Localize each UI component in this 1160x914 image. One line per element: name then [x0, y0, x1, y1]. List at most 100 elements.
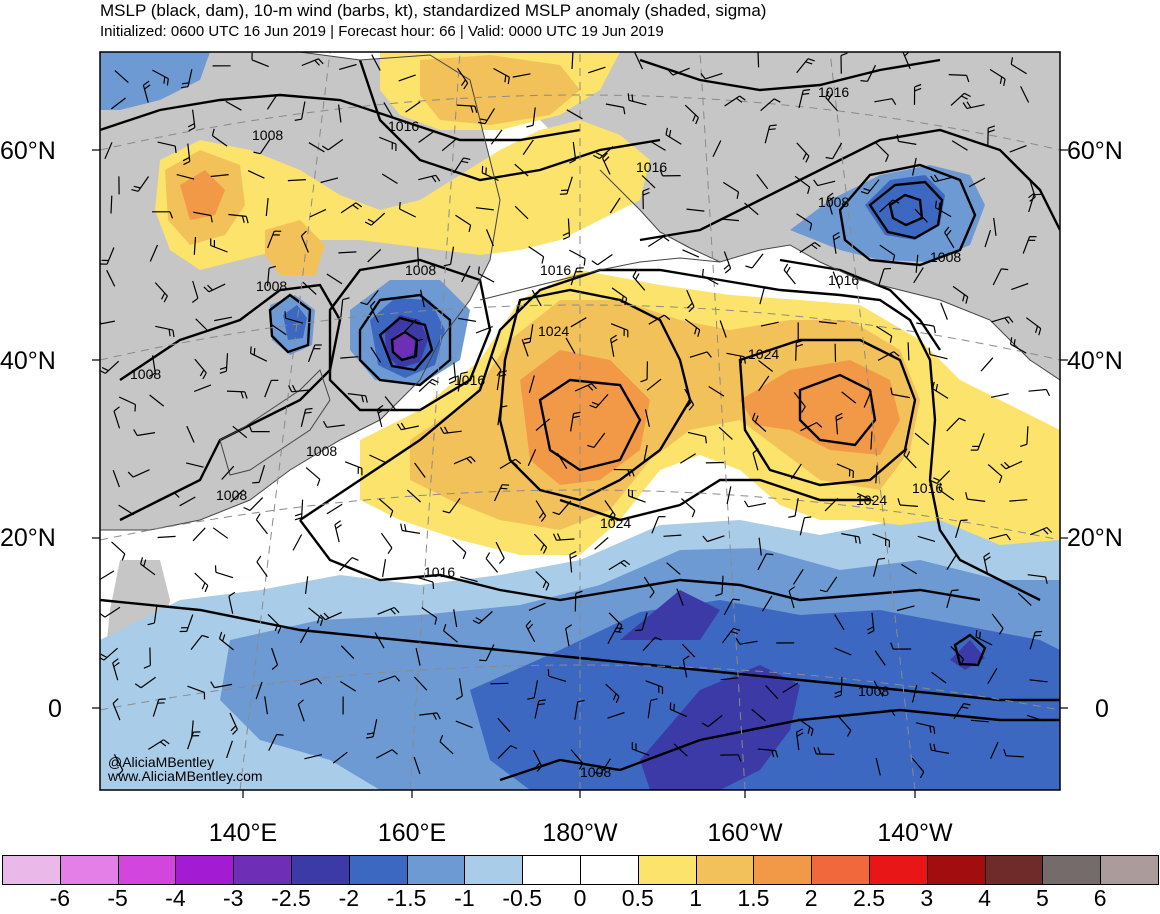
wind-barb-shaft: [856, 492, 874, 502]
wind-barb-shaft: [382, 559, 387, 577]
wind-barb-flag: [143, 559, 147, 567]
wind-barb-flag: [250, 346, 252, 354]
lat-label-60n-right: 60°N: [1067, 137, 1123, 165]
anomaly-pos-1: [410, 300, 920, 530]
wind-barb-flag: [591, 260, 598, 266]
lat-label-0-left: 0: [48, 695, 62, 723]
wind-barb-flag: [933, 743, 936, 752]
wind-barb-shaft: [226, 740, 233, 759]
wind-barb-shaft: [271, 324, 287, 336]
wind-barb-shaft: [212, 527, 229, 539]
wind-barb-flag: [573, 49, 580, 51]
grid-lat-60: [100, 94, 1060, 151]
wind-barb-shaft: [991, 316, 1009, 323]
contour-label: 1016: [828, 272, 859, 288]
wind-barb-shaft: [952, 285, 969, 298]
wind-barb-shaft: [225, 353, 229, 372]
wind-barb-shaft: [405, 101, 421, 113]
wind-barb-shaft: [1022, 236, 1031, 254]
wind-barb-flag: [211, 128, 215, 136]
wind-barb-shaft: [415, 576, 434, 583]
wind-barb-flag: [897, 498, 901, 506]
wind-barb-shaft: [604, 500, 616, 516]
wind-barb-shaft: [455, 214, 471, 226]
lat-label-0-right: 0: [1095, 695, 1109, 723]
wind-barb-shaft: [340, 356, 359, 359]
wind-barb-shaft: [256, 561, 268, 577]
wind-barb-flag: [616, 627, 624, 630]
wind-barb-shaft: [528, 246, 544, 258]
colorbar-label: -2: [338, 885, 360, 911]
wind-barb-flag: [810, 729, 814, 737]
wind-barb-flag: [316, 616, 321, 624]
wind-barb-flag: [825, 156, 833, 160]
wind-barb-flag: [1020, 443, 1028, 447]
lat-label-40n-left: 40°N: [0, 347, 56, 375]
wind-barb-flag: [369, 300, 376, 307]
contour-kamchatka-low-2: [378, 316, 434, 372]
wind-barb-shaft: [1025, 317, 1042, 329]
grid-lon-160w: [699, 52, 746, 790]
wind-barb-flag: [863, 187, 871, 192]
wind-barb-flag: [573, 411, 581, 415]
wind-barb-shaft: [299, 677, 318, 686]
colorbar-label: 5: [1035, 885, 1049, 911]
wind-barb-shaft: [152, 355, 156, 374]
wind-barb-shaft: [528, 602, 546, 611]
wind-barb-flag: [240, 391, 244, 399]
wind-barb-shaft: [214, 683, 233, 689]
wind-barb-flag: [462, 552, 467, 560]
wind-barb-flag: [587, 444, 595, 448]
wind-barb-shaft: [599, 146, 614, 160]
wind-barb-shaft: [879, 199, 894, 213]
wind-barb-shaft: [975, 636, 993, 646]
wind-barb-flag: [294, 118, 302, 121]
wind-barb-shaft: [605, 683, 620, 697]
wind-barb-shaft: [228, 213, 247, 217]
wind-barb-flag: [769, 124, 777, 127]
wind-barb-flag: [906, 451, 911, 458]
colorbar-label: 1.5: [737, 885, 770, 911]
wind-barb-shaft: [475, 326, 493, 334]
wind-barb-flag: [297, 699, 304, 705]
wind-barb-shaft: [720, 218, 739, 222]
wind-barb-shaft: [634, 52, 644, 70]
wind-barb-shaft: [682, 659, 688, 678]
wind-barb-flag: [442, 510, 450, 514]
wind-barb-shaft: [187, 731, 194, 750]
colorbar-label: -4: [165, 885, 186, 911]
wind-barb-shaft: [475, 207, 494, 211]
wind-barb-flag: [816, 422, 823, 428]
contour-label: 1008: [858, 683, 889, 699]
wind-barb-flag: [449, 380, 456, 385]
wind-barb-flag: [207, 284, 213, 291]
wind-barb-shaft: [594, 537, 609, 550]
wind-barb-shaft: [641, 612, 648, 631]
wind-barb-flag: [470, 456, 476, 463]
wind-barb-flag: [515, 458, 522, 465]
wind-barb-shaft: [265, 198, 269, 217]
contour-1024-west-inner: [538, 378, 642, 472]
wind-barb-shaft: [326, 503, 343, 515]
wind-barb-flag: [805, 61, 813, 65]
wind-barb-flag: [591, 383, 597, 390]
wind-barb-flag: [463, 157, 471, 160]
wind-barb-shaft: [912, 157, 917, 176]
wind-barb-shaft: [1028, 194, 1035, 213]
anomaly-neg-2-south: [620, 590, 985, 790]
wind-barb-shaft: [899, 504, 918, 507]
wind-barb-shaft: [649, 140, 666, 151]
wind-barb-shaft: [946, 417, 960, 432]
contour-okhotsk-low: [268, 293, 312, 354]
wind-barb-flag: [961, 706, 969, 709]
wind-barb-flag: [443, 263, 451, 267]
wind-barb-flag: [825, 90, 830, 98]
wind-barb-flag: [545, 583, 550, 591]
wind-barb-flag: [635, 273, 640, 280]
wind-barb-flag: [133, 185, 141, 189]
wind-barb-flag: [294, 517, 302, 521]
wind-barb-shaft: [988, 533, 1007, 540]
wind-barb-shaft: [339, 63, 357, 70]
wind-barb-shaft: [344, 461, 363, 469]
wind-barb-flag: [1008, 316, 1014, 323]
